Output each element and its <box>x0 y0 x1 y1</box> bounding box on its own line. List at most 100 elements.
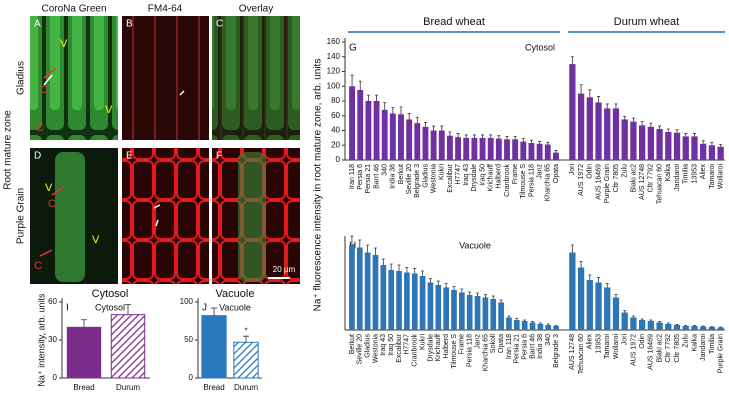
bar <box>498 302 504 330</box>
x-tick-label: Purple Grain <box>717 334 724 373</box>
x-tick-label: Persia 118 <box>467 334 474 367</box>
bar <box>586 280 593 330</box>
bar <box>381 109 388 160</box>
bar <box>364 252 371 330</box>
bar <box>471 137 478 160</box>
y-tick-label: 100 <box>327 81 341 90</box>
panel-title: Cytosol <box>92 288 129 300</box>
y-tick-label: 120 <box>327 67 341 76</box>
x-tick-label: Cltr 7792 <box>665 334 672 363</box>
bar <box>459 292 465 330</box>
x-tick-label: Kharchia 65 <box>482 334 489 371</box>
x-tick-label: Belgrade 3 <box>553 334 560 368</box>
bar <box>577 267 585 330</box>
error-bar <box>649 319 653 321</box>
bar <box>372 255 379 330</box>
error-bar <box>507 315 511 318</box>
error-bar <box>460 288 464 293</box>
x-tick-label: Purple Grain <box>604 164 611 203</box>
panel-letter: G <box>349 43 357 54</box>
bar <box>586 97 593 160</box>
bar <box>66 326 102 379</box>
x-tick-label: Iran 118 <box>506 334 513 359</box>
x-tick-label: AUS 12748 <box>639 164 646 200</box>
bar <box>604 287 611 330</box>
x-tick-label: Iraq 50 <box>388 334 395 356</box>
panel-letter: J <box>202 303 207 314</box>
bar <box>474 296 481 330</box>
bar <box>479 137 486 160</box>
cell <box>55 152 85 282</box>
annotation: * <box>244 326 247 335</box>
y-tick-label: 0 <box>53 373 58 382</box>
annotation: V <box>92 234 100 246</box>
error-bar <box>640 121 644 126</box>
error-bar <box>497 135 501 139</box>
x-tick-label: Bread <box>203 383 224 392</box>
bar <box>700 143 707 160</box>
y-tick-label: 50 <box>184 335 193 344</box>
bar <box>349 245 355 330</box>
bar <box>569 252 576 330</box>
x-tick-label: Persia 21 <box>365 164 372 194</box>
x-tick-label: Cranbrook <box>504 164 511 197</box>
bar <box>529 322 536 330</box>
error-bar <box>436 280 440 285</box>
error-bar <box>538 322 542 324</box>
x-tick-label: Persia 6 <box>522 334 529 360</box>
bar <box>506 317 512 330</box>
x-tick-label: Blaki ac2 <box>656 334 663 363</box>
error-bar <box>383 102 387 110</box>
error-bar <box>623 310 627 313</box>
error-bar <box>444 283 448 288</box>
x-tick-label: Tamaroi <box>709 164 716 189</box>
x-tick-label: Halberd <box>496 164 503 189</box>
x-tick-label: AUS 1972 <box>630 334 637 366</box>
bar <box>638 125 646 160</box>
x-tick-label: Aliex <box>587 334 594 350</box>
error-bar <box>579 84 583 94</box>
group-label: Bread wheat <box>423 16 485 28</box>
panel-title: Vacuole <box>216 288 255 300</box>
error-bar <box>631 117 635 122</box>
y-tick-label: 30 <box>48 335 57 344</box>
bar <box>612 108 620 160</box>
bar <box>463 137 470 160</box>
error-bar <box>358 239 362 248</box>
x-tick-label: Jori <box>622 334 629 346</box>
x-tick-label: Gladius <box>364 334 371 358</box>
bar <box>201 315 227 379</box>
x-tick-label: Cltr 7805 <box>613 164 620 193</box>
error-bar <box>483 294 487 298</box>
error-bar <box>719 144 723 147</box>
error-bar <box>448 131 452 136</box>
x-tick-label: H7747 <box>455 164 462 185</box>
error-bar <box>710 141 714 146</box>
bar <box>630 121 637 160</box>
x-tick-label: Janz <box>536 164 543 179</box>
x-tick-label: 340 <box>545 334 552 346</box>
x-tick-label: 13953 <box>595 334 602 354</box>
error-bar <box>405 267 409 273</box>
error-bar <box>499 299 503 303</box>
x-tick-label: Janz <box>474 334 481 349</box>
x-tick-label: 340 <box>382 164 389 176</box>
y-axis-label: Na⁺ fluorescence intensity in root matur… <box>313 59 324 312</box>
x-tick-label: Drysdale <box>471 164 478 192</box>
x-tick-label: Iraq 43 <box>463 164 470 186</box>
error-bar <box>579 261 583 268</box>
row-group-label: Root mature zone <box>3 110 14 190</box>
x-tick-label: Excalibur <box>447 163 454 192</box>
bar <box>446 135 453 160</box>
x-tick-label: Durum <box>234 383 258 392</box>
x-tick-label: AUS 1972 <box>578 164 585 196</box>
bar <box>380 265 387 330</box>
x-tick-label: Gladius <box>422 164 429 188</box>
x-tick-label: AUS 16469 <box>595 164 602 200</box>
error-bar <box>481 134 485 138</box>
x-tick-label: Tehuacan 60 <box>656 164 663 204</box>
x-tick-label: Excalibur <box>396 333 403 362</box>
error-bar <box>375 94 379 101</box>
bar <box>700 326 707 330</box>
error-bar <box>513 136 517 140</box>
